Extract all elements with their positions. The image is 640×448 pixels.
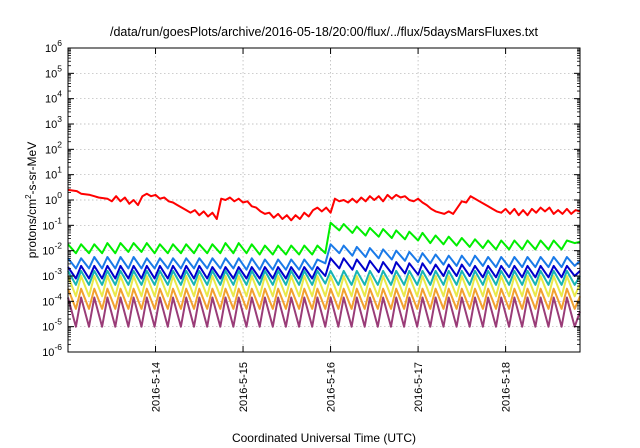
y-tick-label: 100 xyxy=(45,190,62,207)
y-tick-label-exp: -6 xyxy=(54,342,62,352)
y-axis-title-sup: 2 xyxy=(24,194,33,199)
y-tick-label: 10-2 xyxy=(42,241,62,258)
x-axis: 2016-5-14 2016-5-15 2016-5-16 2016-5-17 2016… xyxy=(151,48,513,412)
y-axis-title-base: protons/cm xyxy=(25,199,39,258)
y-tick-label-base: 10 xyxy=(45,43,57,55)
y-tick-label-exp: 0 xyxy=(57,190,62,200)
y-tick-label-exp: -4 xyxy=(54,291,62,301)
y-tick-label: 105 xyxy=(45,63,62,80)
y-tick-label-exp: 3 xyxy=(57,114,62,124)
series-line-3 xyxy=(67,243,581,271)
y-tick-label: 10-5 xyxy=(42,317,62,334)
y-axis: 10610510410310210110010-110-210-310-410-… xyxy=(42,38,580,359)
y-tick-label: 104 xyxy=(45,89,62,106)
y-tick-label-base: 10 xyxy=(42,322,54,334)
x-tick-label: 2016-5-16 xyxy=(326,362,338,412)
y-tick-label-exp: 1 xyxy=(57,165,62,175)
y-tick-label-exp: -3 xyxy=(54,266,62,276)
y-tick-label-exp: 5 xyxy=(57,63,62,73)
y-tick-label-base: 10 xyxy=(45,119,57,131)
y-tick-label-exp: -5 xyxy=(54,317,62,327)
y-tick-label: 103 xyxy=(45,114,62,131)
y-tick-label-base: 10 xyxy=(42,271,54,283)
series-line-1 xyxy=(67,188,581,222)
y-tick-label-base: 10 xyxy=(45,170,57,182)
y-tick-label-base: 10 xyxy=(45,68,57,80)
series-line-8 xyxy=(67,296,581,328)
y-tick-label: 10-1 xyxy=(42,215,62,232)
y-tick-label-exp: 2 xyxy=(57,139,62,149)
series-line-2 xyxy=(67,221,581,256)
y-tick-label: 101 xyxy=(45,165,62,182)
y-tick-label-exp: 6 xyxy=(57,38,62,48)
y-tick-label: 10-3 xyxy=(42,266,62,283)
y-tick-label-base: 10 xyxy=(45,94,57,106)
y-tick-label: 106 xyxy=(45,38,62,55)
y-tick-label: 10-4 xyxy=(42,291,62,308)
y-tick-label-exp: 4 xyxy=(57,89,62,99)
y-tick-label-base: 10 xyxy=(42,296,54,308)
series-line-5 xyxy=(67,269,581,286)
series-layer xyxy=(67,188,581,328)
series-line-7 xyxy=(67,287,581,310)
series-line-4 xyxy=(67,257,581,280)
x-tick-label: 2016-5-18 xyxy=(501,362,513,412)
x-tick-label: 2016-5-17 xyxy=(413,362,425,412)
y-tick-label-exp: -1 xyxy=(54,215,62,225)
y-axis-title: protons/cm2-s-sr-MeV xyxy=(24,142,39,258)
chart-title: /data/run/goesPlots/archive/2016-05-18/2… xyxy=(110,25,539,39)
y-tick-label-base: 10 xyxy=(42,246,54,258)
y-tick-label-base: 10 xyxy=(42,220,54,232)
y-tick-label-base: 10 xyxy=(45,144,57,156)
y-tick-label: 102 xyxy=(45,139,62,156)
x-axis-title: Coordinated Universal Time (UTC) xyxy=(232,431,416,445)
series-line-6 xyxy=(67,275,581,298)
y-tick-label-exp: -2 xyxy=(54,241,62,251)
y-tick-label: 10-6 xyxy=(42,342,62,359)
x-tick-label: 2016-5-14 xyxy=(151,362,163,412)
y-tick-label-base: 10 xyxy=(42,347,54,359)
x-tick-label: 2016-5-15 xyxy=(238,362,250,412)
y-tick-label-base: 10 xyxy=(45,195,57,207)
y-axis-title-rest: -s-sr-MeV xyxy=(25,142,39,195)
